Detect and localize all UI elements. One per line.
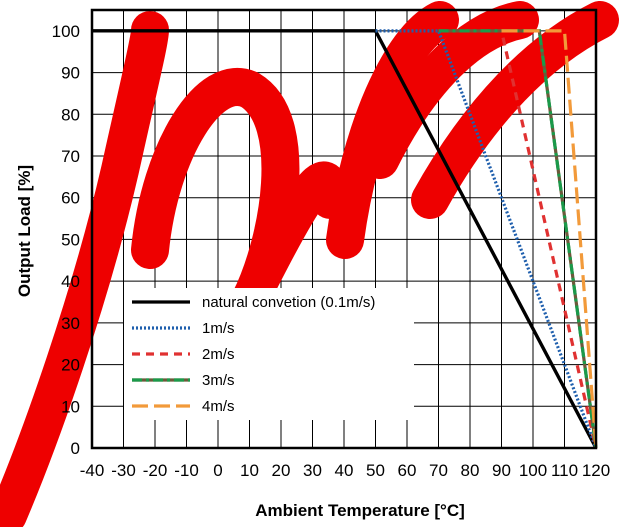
legend-label-4: 3m/s (202, 372, 235, 389)
plot-frame (90, 8, 598, 450)
y-tick-label: 0 (71, 439, 80, 458)
x-tick-label: 90 (492, 461, 511, 480)
x-tick-label: 20 (272, 461, 291, 480)
watermark-stroke (131, 68, 349, 319)
watermark-stroke (0, 11, 169, 527)
x-tick-label: 70 (429, 461, 448, 480)
legend-label-1: natural convetion (0.1m/s) (202, 294, 375, 311)
x-tick-label: -20 (143, 461, 168, 480)
legend-label-5: 4m/s (202, 398, 235, 415)
y-tick-labels: 0 10 20 30 40 50 60 70 80 90 100 (52, 22, 80, 458)
x-tick-label: -40 (80, 461, 105, 480)
x-tick-label: 80 (461, 461, 480, 480)
watermark-stroke (361, 1, 539, 179)
y-tick-label: 100 (52, 22, 80, 41)
x-tick-label: -10 (174, 461, 199, 480)
series-line-5 (501, 29, 598, 449)
y-tick-label: 10 (61, 397, 80, 416)
x-tick-label: 110 (551, 461, 578, 480)
x-tick-label: 40 (335, 461, 354, 480)
series-lines (92, 29, 598, 449)
y-tick-label: 30 (61, 314, 80, 333)
y-tick-label: 60 (61, 189, 80, 208)
y-tick-label: 80 (61, 105, 80, 124)
x-tick-label: 120 (582, 461, 610, 480)
y-tick-label: 70 (61, 147, 80, 166)
legend-label-2: 1m/s (202, 320, 235, 337)
y-tick-label: 90 (61, 64, 80, 83)
x-tick-label: -30 (111, 461, 136, 480)
x-tick-label: 60 (398, 461, 417, 480)
legend-label-3: 2m/s (202, 346, 235, 363)
x-tick-label: 30 (303, 461, 322, 480)
x-tick-label: 100 (519, 461, 547, 480)
y-tick-label: 50 (61, 230, 80, 249)
legend-box (124, 288, 414, 420)
x-tick-label: 50 (366, 461, 385, 480)
y-axis-label: Output Load [%] (15, 165, 34, 297)
x-tick-label: 0 (213, 461, 222, 480)
legend: natural convetion (0.1m/s) 1m/s 2m/s 3m/s 4m… (132, 294, 375, 415)
x-tick-labels: -40 -30 -20 -10 0 10 20 30 40 50 60 70 80 90 100 110 120 (80, 461, 610, 480)
series-line-2 (375, 29, 598, 449)
y-tick-label: 40 (61, 272, 80, 291)
x-tick-label: 10 (240, 461, 259, 480)
x-axis-label: Ambient Temperature [°C] (255, 501, 465, 520)
y-tick-label: 20 (61, 356, 80, 375)
